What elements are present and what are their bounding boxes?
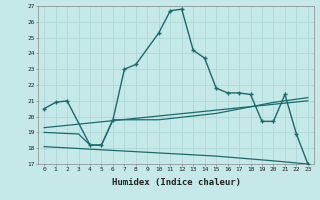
X-axis label: Humidex (Indice chaleur): Humidex (Indice chaleur) <box>111 178 241 187</box>
